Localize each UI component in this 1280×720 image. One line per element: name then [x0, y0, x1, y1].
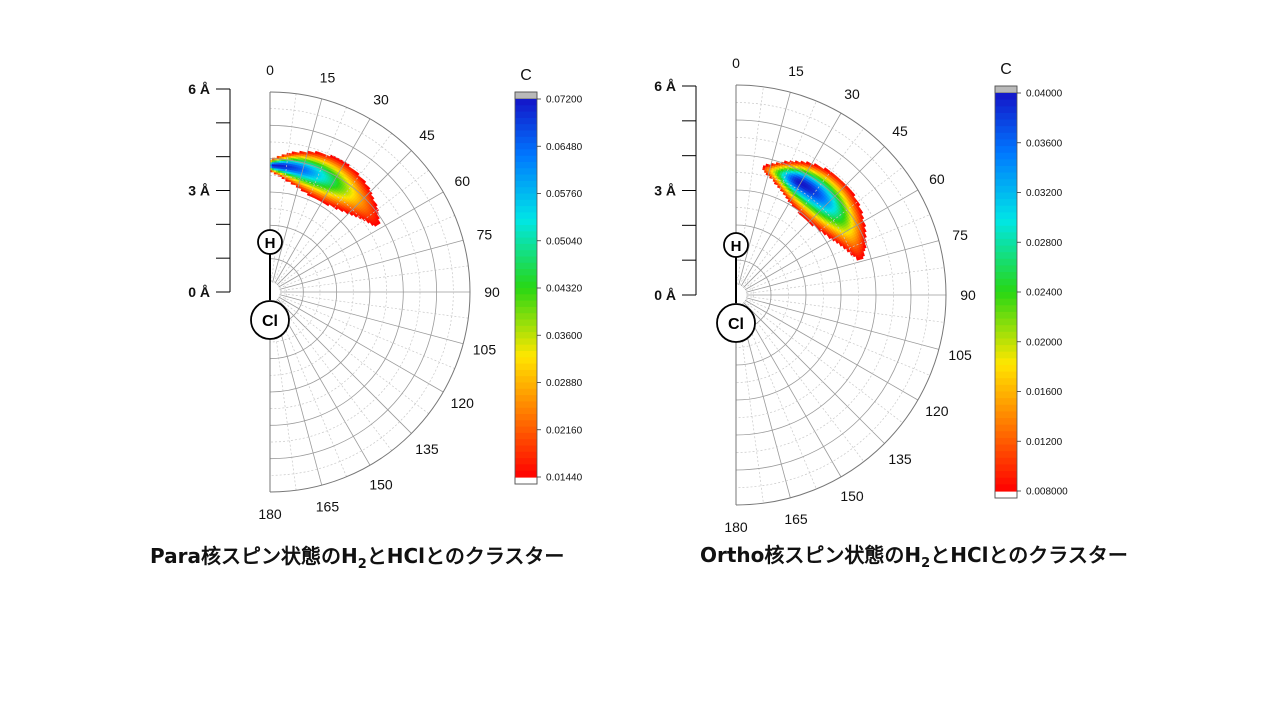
colorbar-tick-label: 0.008000 — [1026, 487, 1068, 498]
angle-ticks: 0 15 30 45 60 75 90 105 120 135 150 165 180 — [258, 62, 500, 522]
colorbar-tick-label: 0.07200 — [546, 95, 583, 106]
angle-tick-label: 45 — [419, 127, 435, 143]
angle-tick-label: 165 — [784, 511, 808, 527]
polar-chart-para: 0 15 30 45 60 75 90 105 120 135 150 165 180 H Cl 6 Å 3 Å… — [188, 62, 582, 522]
colorbar-tick-label: 0.06480 — [546, 142, 583, 153]
molecule: H Cl — [716, 232, 756, 343]
angle-tick-label: 180 — [258, 506, 282, 522]
atom-h-circle — [257, 229, 283, 255]
colorbar-tick-label: 0.02160 — [546, 425, 583, 436]
radial-scale: 6 Å 3 Å 0 Å — [188, 81, 231, 300]
colorbar-tick-label: 0.02800 — [1026, 238, 1063, 249]
atom-h-label: H — [731, 238, 742, 255]
angle-tick-label: 150 — [840, 488, 864, 504]
radial-tick-label: 6 Å — [654, 78, 676, 94]
angle-tick-label: 150 — [369, 476, 393, 492]
colorbar-tick-label: 0.01440 — [546, 473, 583, 484]
radial-tick-label: 6 Å — [188, 81, 210, 97]
angle-tick-label: 15 — [788, 63, 804, 79]
angle-tick-label: 0 — [732, 55, 740, 71]
angle-tick-label: 105 — [473, 341, 497, 357]
density-field — [269, 150, 381, 227]
angle-tick-label: 60 — [929, 171, 945, 187]
colorbar-tick-label: 0.01600 — [1026, 387, 1063, 398]
atom-cl-label: Cl — [728, 316, 744, 333]
radial-tick-label: 0 Å — [188, 284, 210, 300]
colorbar-tick-label: 0.03600 — [546, 331, 583, 342]
outer-arc — [735, 84, 947, 506]
angle-tick-label: 120 — [925, 403, 949, 419]
colorbar-tick-label: 0.02400 — [1026, 288, 1063, 299]
caption-para: Para核スピン状態のH2とHClとのクラスター — [150, 544, 565, 572]
density-field — [762, 160, 867, 261]
angle-tick-label: 15 — [320, 70, 336, 86]
angle-tick-label: 165 — [316, 498, 340, 514]
outer-arc — [269, 91, 471, 493]
atom-h-label: H — [265, 235, 276, 252]
angle-tick-label: 90 — [484, 284, 500, 300]
angle-tick-label: 30 — [373, 92, 389, 108]
angle-tick-label: 0 — [266, 62, 274, 78]
colorbar-tick-label: 0.01200 — [1026, 437, 1063, 448]
colorbar-tick-label: 0.05040 — [546, 236, 583, 247]
caption-ortho: Ortho核スピン状態のH2とHClとのクラスター — [700, 543, 1128, 571]
polar-chart-ortho: 0 15 30 45 60 75 90 105 120 135 150 165 180 H Cl 6 Å 3 Å… — [654, 55, 1068, 535]
colorbar: C 0.04000 0.03600 0.03200 0.02800 0.02400 0.02… — [994, 61, 1068, 499]
colorbar-tick-label: 0.02880 — [546, 378, 583, 389]
angle-tick-label: 90 — [960, 287, 976, 303]
angle-tick-label: 45 — [892, 123, 908, 139]
angle-tick-label: 60 — [454, 173, 470, 189]
colorbar-under-cap — [514, 476, 538, 485]
colorbar-tick-label: 0.04000 — [1026, 89, 1063, 100]
angle-tick-label: 105 — [948, 347, 972, 363]
colorbar: C 0.07200 0.06480 0.05760 0.05040 0.04320 0.03… — [514, 67, 583, 485]
atom-cl-label: Cl — [262, 313, 278, 330]
colorbar-tick-label: 0.03200 — [1026, 188, 1063, 199]
angle-tick-label: 75 — [952, 227, 968, 243]
angle-tick-label: 75 — [477, 227, 493, 243]
colorbar-over-cap — [994, 85, 1018, 94]
colorbar-under-cap — [994, 490, 1018, 499]
angle-tick-label: 120 — [451, 395, 475, 411]
colorbar-tick-label: 0.05760 — [546, 189, 583, 200]
colorbar-title: C — [1000, 61, 1012, 78]
colorbar-tick-label: 0.03600 — [1026, 138, 1063, 149]
atom-cl-circle — [250, 300, 290, 340]
angle-tick-label: 30 — [844, 86, 860, 102]
colorbar-title: C — [520, 67, 532, 84]
radial-tick-label: 0 Å — [654, 287, 676, 303]
radial-scale: 6 Å 3 Å 0 Å — [654, 78, 697, 303]
colorbar-tick-label: 0.02000 — [1026, 337, 1063, 348]
molecule: H Cl — [250, 229, 290, 340]
radial-tick-label: 3 Å — [188, 183, 210, 199]
angle-tick-label: 180 — [724, 519, 748, 535]
colorbar-over-cap — [514, 91, 538, 100]
radial-tick-label: 3 Å — [654, 183, 676, 199]
atom-cl-circle — [716, 303, 756, 343]
colorbar-tick-label: 0.04320 — [546, 284, 583, 295]
atom-h-circle — [723, 232, 749, 258]
angle-tick-label: 135 — [415, 441, 439, 457]
angle-tick-label: 135 — [888, 451, 912, 467]
angle-ticks: 0 15 30 45 60 75 90 105 120 135 150 165 180 — [724, 55, 976, 535]
